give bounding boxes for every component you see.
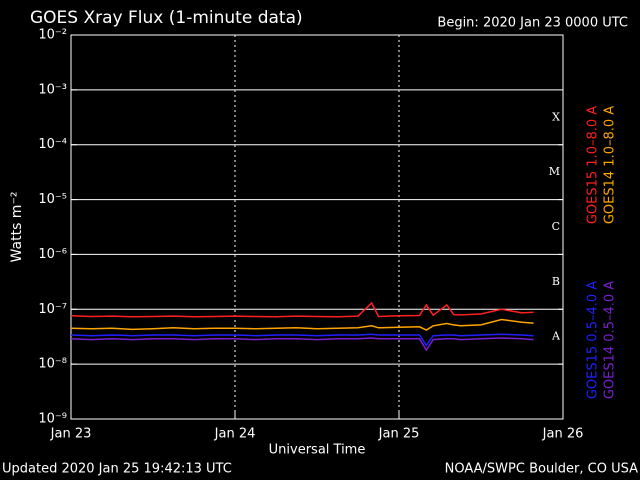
legend-entry: GOES15 0.5–4.0 A bbox=[586, 281, 601, 399]
chart-subtitle: Begin: 2020 Jan 23 0000 UTC bbox=[437, 16, 628, 31]
y-tick-label: 10⁻⁷ bbox=[38, 302, 67, 317]
flare-class-label: C bbox=[552, 220, 560, 233]
y-tick-label: 10⁻⁶ bbox=[38, 247, 67, 262]
y-tick-label: 10⁻³ bbox=[38, 82, 67, 97]
x-axis-label: Universal Time bbox=[269, 443, 366, 458]
legend-entry: GOES14 0.5–4.0 A bbox=[603, 281, 618, 399]
x-tick-label: Jan 24 bbox=[214, 427, 256, 442]
series-line bbox=[70, 333, 534, 347]
series-line bbox=[70, 318, 534, 331]
flare-class-label: M bbox=[549, 165, 560, 178]
x-tick-label: Jan 25 bbox=[378, 427, 420, 442]
footer-left: Updated 2020 Jan 25 19:42:13 UTC bbox=[2, 462, 232, 477]
y-tick-label: 10⁻² bbox=[38, 28, 67, 43]
flare-class-label: B bbox=[552, 275, 560, 288]
legend-entry: GOES15 1.0–8.0 A bbox=[586, 106, 601, 224]
y-tick-label: 10⁻⁸ bbox=[38, 357, 67, 372]
y-tick-label: 10⁻⁹ bbox=[38, 412, 67, 427]
chart-title: GOES Xray Flux (1-minute data) bbox=[30, 8, 303, 28]
x-tick-label: Jan 26 bbox=[542, 427, 584, 442]
y-tick-label: 10⁻⁴ bbox=[38, 137, 67, 152]
series-line bbox=[70, 337, 534, 352]
x-tick-label: Jan 23 bbox=[50, 427, 92, 442]
flare-class-label: X bbox=[552, 110, 560, 123]
legend-entry: GOES14 1.0–8.0 A bbox=[603, 106, 618, 224]
footer-right: NOAA/SWPC Boulder, CO USA bbox=[445, 462, 638, 477]
flare-class-label: A bbox=[551, 330, 561, 343]
series-line bbox=[70, 301, 534, 318]
y-axis-label: Watts m⁻² bbox=[9, 192, 25, 263]
y-tick-label: 10⁻⁵ bbox=[38, 192, 67, 207]
